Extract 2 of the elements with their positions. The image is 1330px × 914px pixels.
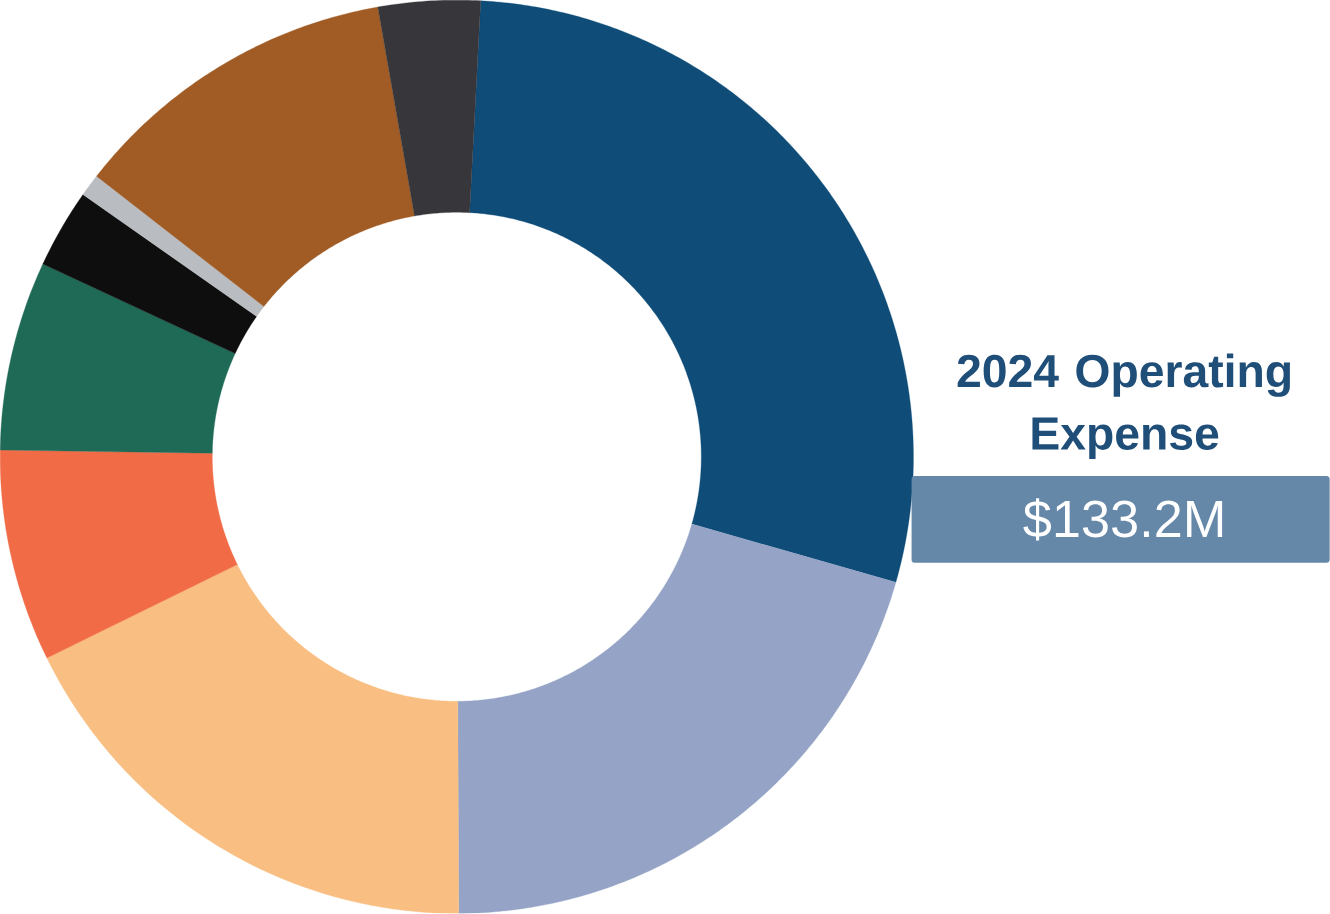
- text: $133.2M: [1023, 498, 1223, 541]
- text: 2024 Operating Expense: [957, 353, 1290, 460]
